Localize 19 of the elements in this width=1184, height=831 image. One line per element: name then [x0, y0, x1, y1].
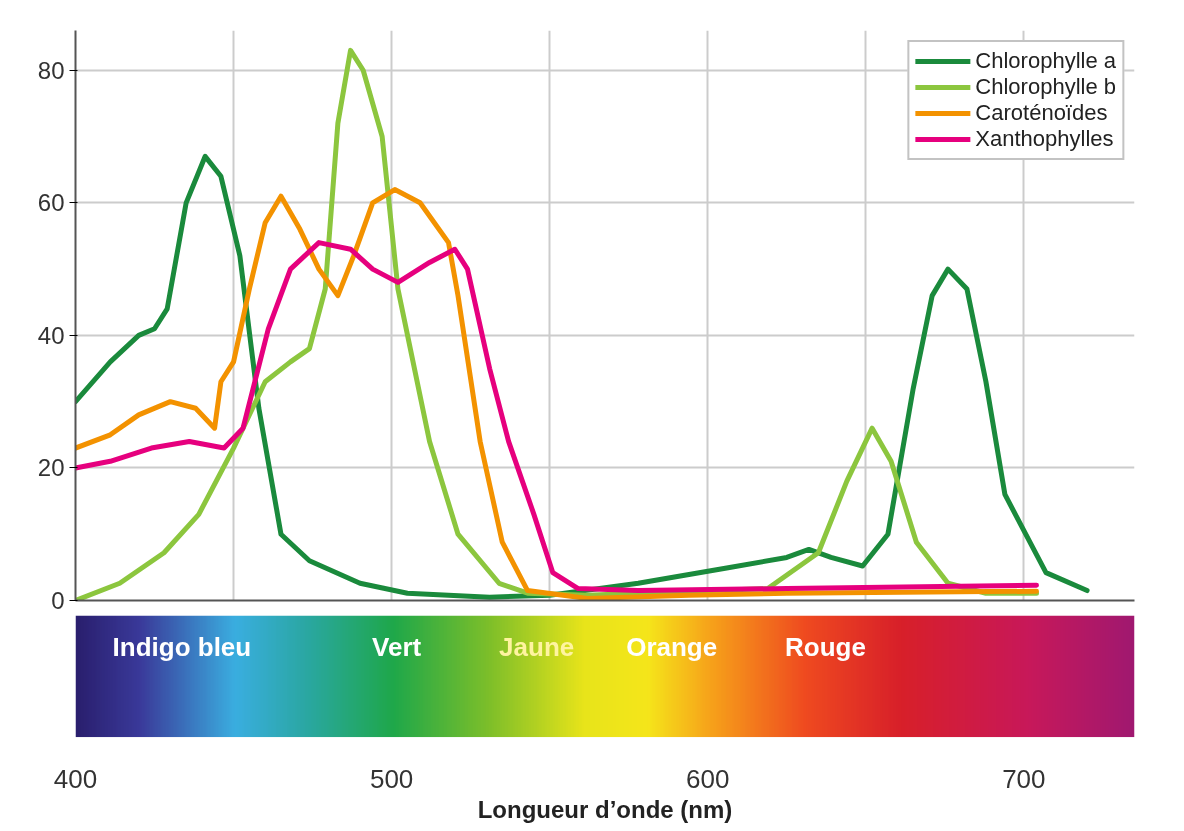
y-tick-label: 60 — [37, 189, 65, 217]
y-tick-label: 40 — [37, 321, 65, 349]
x-tick-label: 700 — [1002, 763, 1046, 794]
text: Rouge — [785, 631, 866, 662]
y-tick-label: 80 — [37, 56, 65, 84]
y-tick-label: 0 — [51, 587, 65, 614]
text: Orange — [626, 631, 718, 662]
x-tick-label: 400 — [53, 763, 98, 794]
text: Jaune — [499, 631, 575, 662]
x-axis-title: Longueur d’onde (nm) — [477, 795, 733, 823]
x-tick-label: 500 — [369, 763, 414, 794]
legend-label: Chlorophylle a — [975, 48, 1116, 74]
text: Indigo bleu — [112, 631, 252, 662]
legend-label: Chlorophylle b — [975, 74, 1116, 100]
y-tick-label: 20 — [37, 454, 65, 482]
x-tick-label: 600 — [686, 763, 730, 794]
text: Vert — [372, 631, 422, 662]
legend-label: Caroténoïdes — [975, 100, 1108, 126]
legend-label: Xanthophylles — [975, 126, 1114, 152]
